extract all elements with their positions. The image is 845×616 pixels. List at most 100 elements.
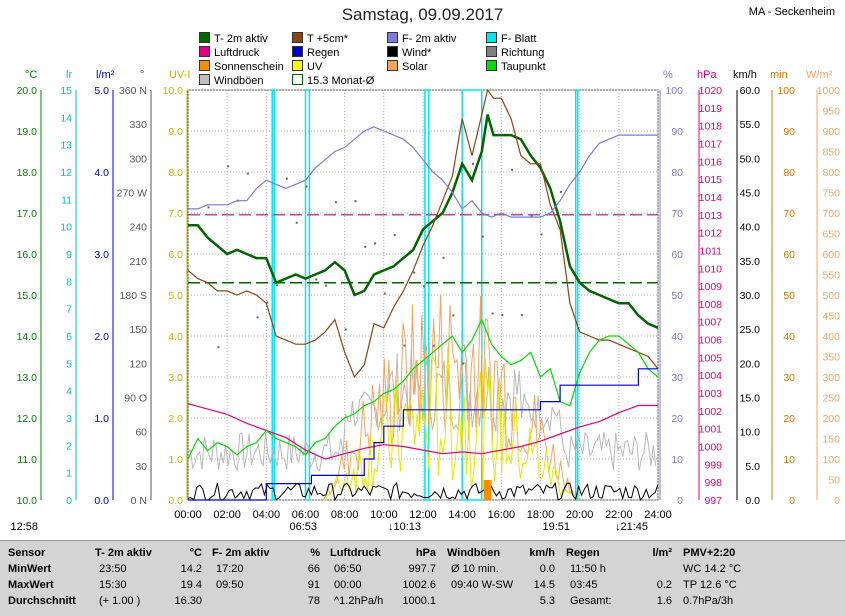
y-tick-label: 10 [671,454,683,466]
legend-swatch [387,46,398,57]
y-tick-label: 30 [135,461,147,473]
legend-swatch [486,46,497,57]
legend-swatch [292,46,303,57]
wind-direction-dot [315,278,318,281]
legend-label: UV [307,61,323,73]
series-line [188,368,658,501]
stats-value: 19.4 [180,579,202,591]
stats-value: WC 14.2 °C [683,563,742,575]
y-tick-label: 0 [677,495,683,507]
wind-direction-dot [511,168,514,171]
axis-unit-label: hPa [697,69,717,81]
legend-swatch [486,60,497,71]
stats-value: 78 [307,595,320,607]
stats-value: 0.7hPa/3h [683,595,734,607]
wind-direction-dot [364,245,367,248]
legend-label: Wind* [402,47,432,59]
wind-direction-dot [285,177,288,180]
stats-value: 0.2 [656,579,672,591]
wind-direction-dot [403,344,406,347]
y-tick-label: 950 [822,106,840,118]
y-tick-label: 5.0 [94,85,109,97]
y-tick-label: 55.0 [740,119,761,131]
y-tick-label: 35.0 [740,256,761,268]
series-windboeen [187,350,657,472]
y-tick-label: 1 [66,468,72,480]
wind-direction-dot [501,314,504,317]
y-tick-label: 6 [66,331,72,343]
legend-item: 15.3 Monat-Ø [292,74,374,87]
axis-unit-label: km/h [733,69,757,81]
y-tick-label: 1014 [699,192,723,204]
y-tick-label: 14 [60,112,72,124]
y-tick-label: 210 [129,256,147,268]
stats-value: TP 12.6 °C [683,579,737,591]
y-tick-label: 1005 [699,352,723,364]
leaf-wet-band [461,89,483,501]
stats-value: 1.6 [656,595,672,607]
y-tick-label: 90 [671,126,683,138]
stats-value: 1002.6 [402,579,436,591]
wind-direction-dot [276,284,279,287]
y-tick-label: 20 [671,413,683,425]
y-tick-label: 600 [822,249,840,261]
wind-direction-dot [227,165,230,168]
y-tick-label: 1002 [699,406,723,418]
wind-direction-dot [560,190,563,193]
y-tick-label: 1016 [699,156,723,168]
wind-direction-dot [530,215,533,218]
y-tick-label: 150 [129,324,147,336]
legend-label: Luftdruck [214,47,260,59]
y-tick-label: 7 [66,304,72,316]
y-tick-label: 15 [60,85,72,97]
legend-item: F- Blatt [486,32,536,45]
y-tick-label: 7.0 [168,208,183,220]
y-tick-label: 550 [822,270,840,282]
wind-direction-dot [442,256,445,259]
axis-unit-label: lr [66,69,72,81]
wind-direction-dot [334,201,337,204]
stats-row-label: MaxWert [8,579,54,591]
stats-value: 5.3 [539,595,555,607]
y-tick-label: 1015 [699,174,723,186]
wind-direction-dot [540,233,543,236]
wind-direction-dot [246,172,249,175]
legend-item: Regen [292,46,339,59]
stats-value: ^1.2hPa/h [334,595,384,607]
stats-value: 23:50 [99,563,127,575]
wind-direction-dot [295,221,298,224]
stats-row-label: MinWert [8,563,52,575]
y-tick-label: 1000 [699,442,723,454]
y-tick-label: 30.0 [740,290,761,302]
y-tick-label: 250 [822,393,840,405]
stats-value: 17:20 [216,563,244,575]
legend-swatch [387,32,398,43]
y-tick-label: 400 [822,331,840,343]
y-tick-label: 0 [789,495,795,507]
y-tick-label: 10.0 [17,495,38,507]
y-tick-label: 80 [783,167,795,179]
y-tick-label: 1019 [699,103,723,115]
stats-value: 03:45 [570,579,598,591]
y-tick-label: 19.0 [17,126,38,138]
y-tick-label: 360 N [119,85,147,97]
legend-label: F- 2m aktiv [402,33,457,45]
chart-title: Samstag, 09.09.2017 [341,5,504,24]
y-tick-label: 330 [129,119,147,131]
x-tick-label: 00:00 [174,509,202,521]
wind-direction-dot [305,185,308,188]
legend-item: Richtung [486,46,544,59]
stats-value: (+ 1.00 ) [99,595,141,607]
y-tick-label: 17.0 [17,208,38,220]
y-tick-label: 3 [66,413,72,425]
stats-value: 0.0 [539,563,555,575]
legend-swatch [199,74,210,85]
legend-item: Solar [387,60,428,73]
x-tick-label: 18:00 [527,509,555,521]
x-tick-label: 22:00 [605,509,633,521]
wind-direction-dot [354,200,357,203]
y-tick-label: 1009 [699,281,723,293]
wind-direction-dot [452,314,455,317]
legend-swatch [199,60,210,71]
y-tick-label: 40 [671,331,683,343]
